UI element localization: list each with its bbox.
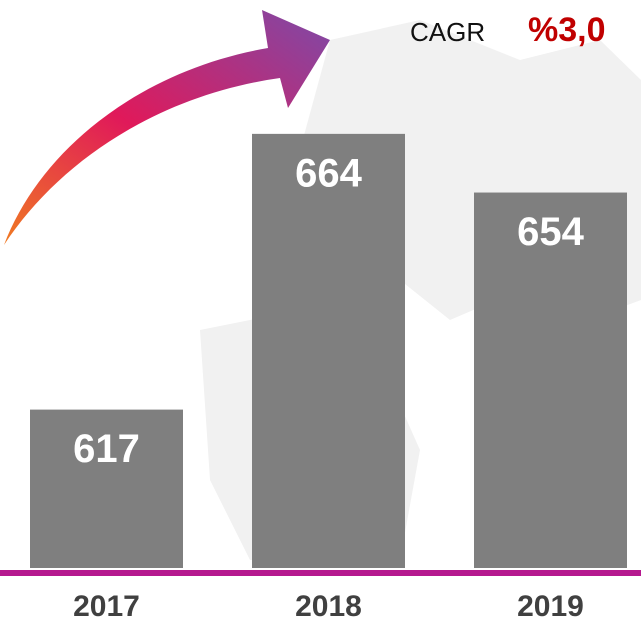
bar [30,409,183,568]
baseline [0,570,641,576]
growth-arrow [4,10,330,245]
value-label: 664 [295,151,362,195]
bar [252,133,405,568]
plot: 617 2017 664 2018 654 2019 [30,133,627,623]
x-tick-label: 2017 [73,590,140,623]
bar [474,192,627,569]
cagr-value: %3,0 [528,11,606,49]
value-label: 617 [73,427,140,471]
value-label: 654 [517,210,584,254]
x-tick-label: 2018 [295,590,362,623]
x-tick-label: 2019 [517,590,584,623]
cagr-label: CAGR [410,17,485,47]
